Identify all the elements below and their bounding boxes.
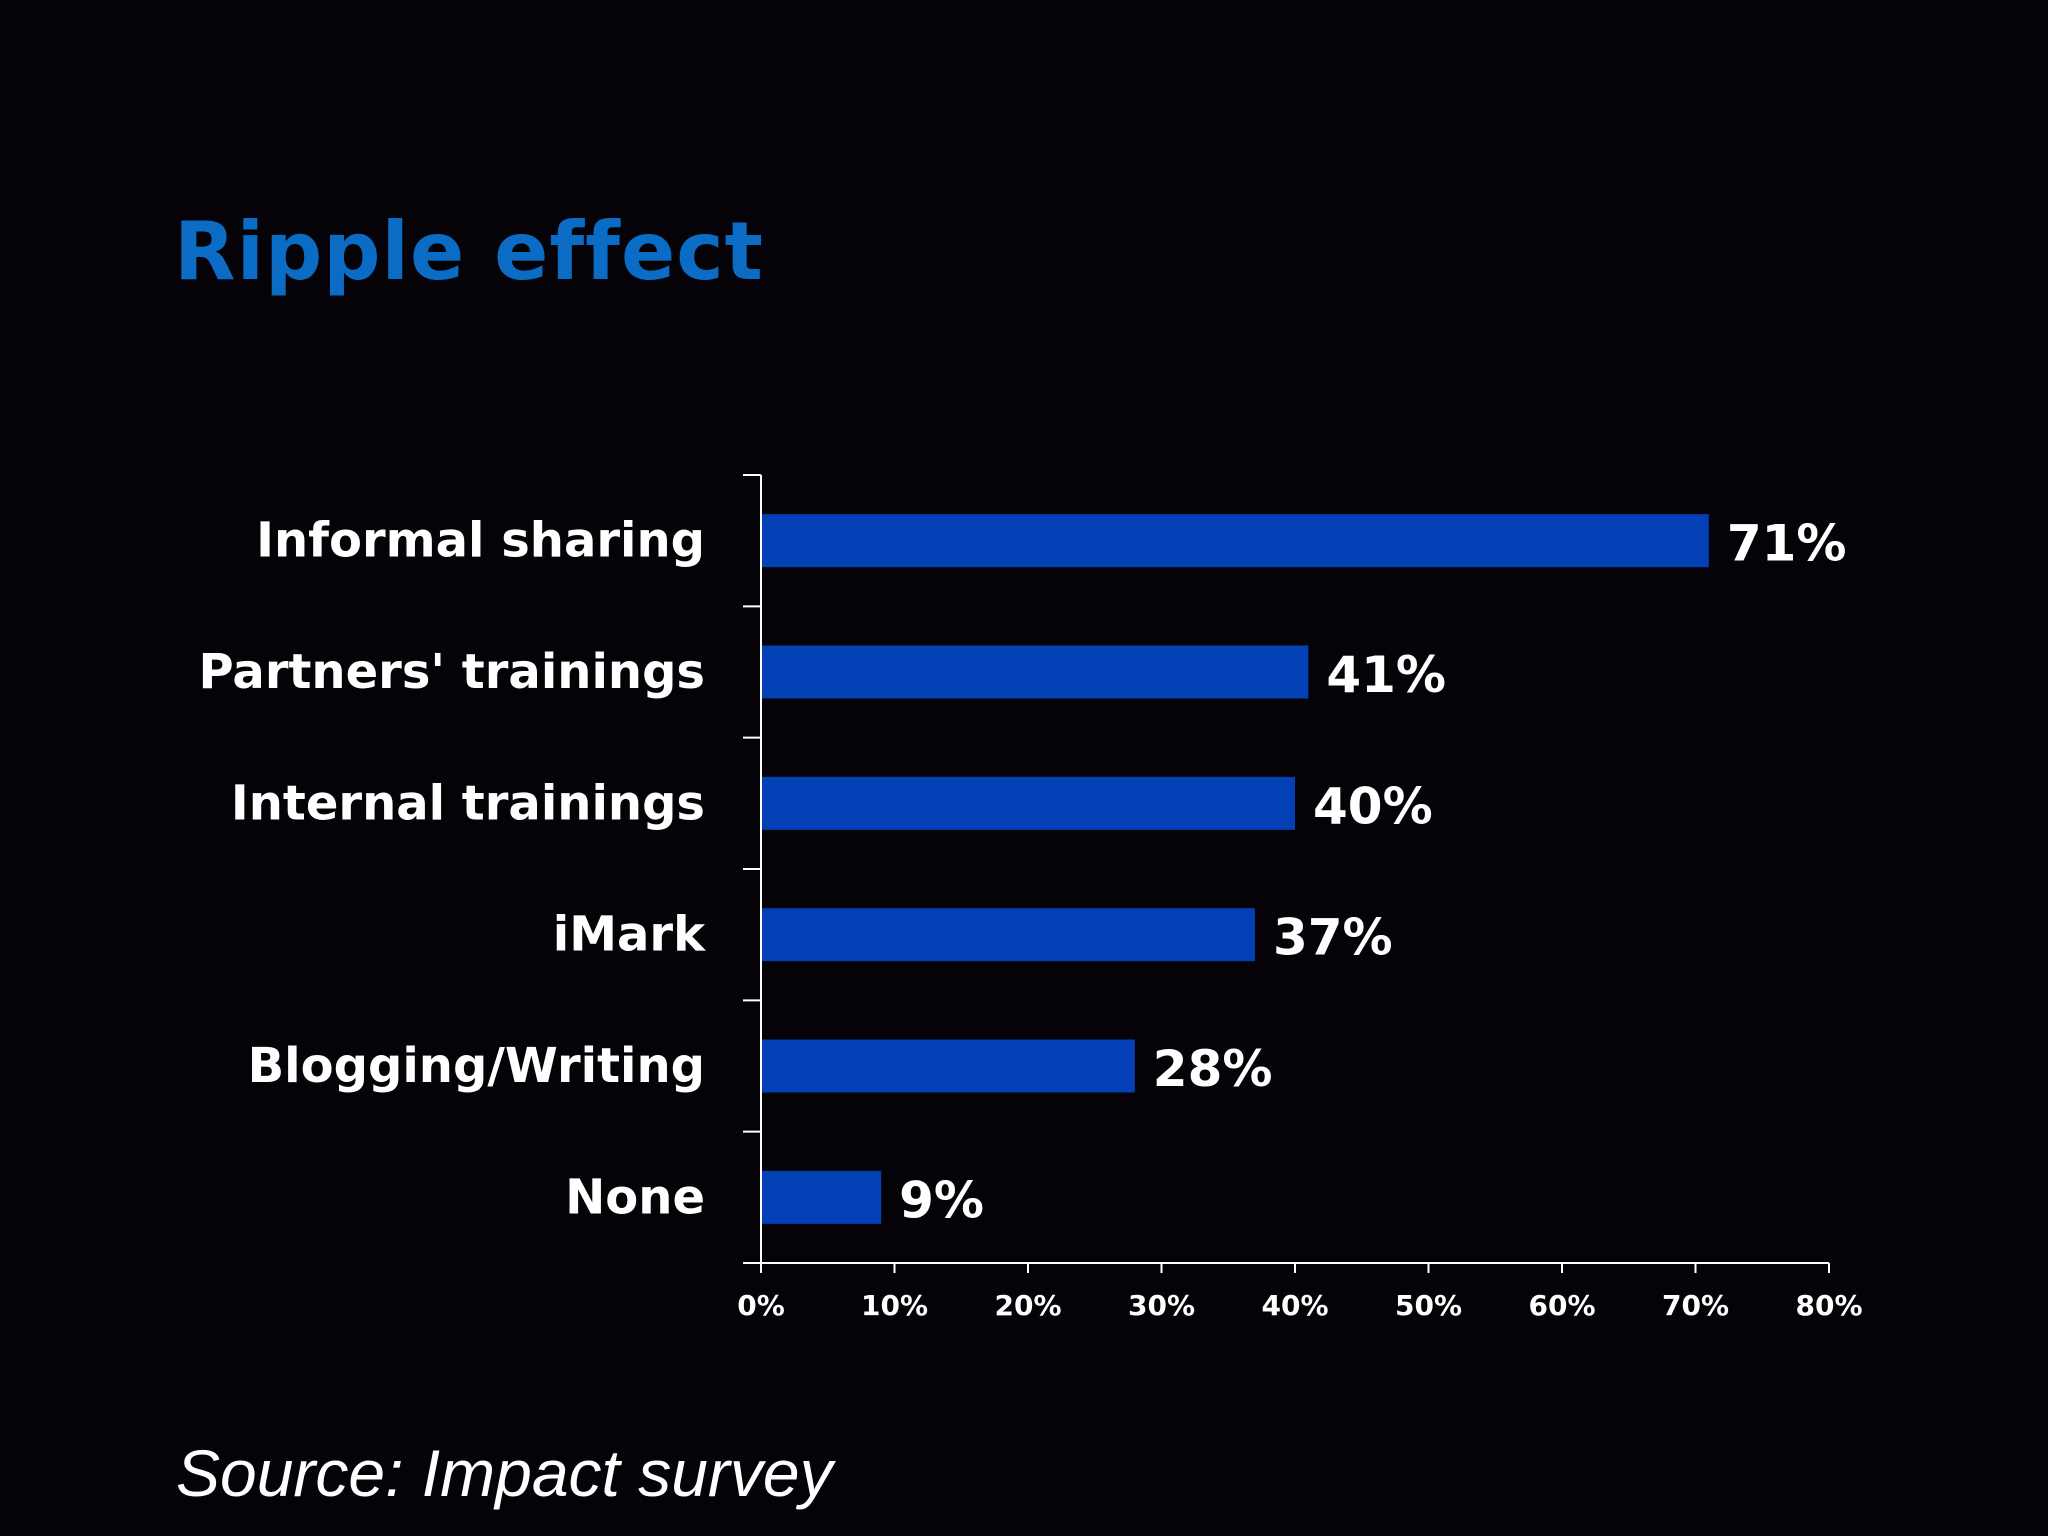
category-label: None (565, 1169, 705, 1225)
x-tick-label: 60% (1528, 1289, 1595, 1322)
source-note: Source: Impact survey (176, 1436, 833, 1510)
bar (762, 1170, 882, 1224)
category-label: Partners' trainings (199, 644, 705, 700)
category-label: Informal sharing (256, 513, 705, 569)
data-label: 40% (1313, 777, 1433, 835)
category-label: iMark (553, 907, 706, 963)
data-label: 28% (1153, 1040, 1273, 1098)
chart-bars (762, 514, 1709, 1224)
category-labels: Informal sharing Partners' trainings Inter… (199, 513, 707, 1226)
data-label: 71% (1727, 515, 1847, 573)
x-tick-label: 80% (1795, 1289, 1862, 1322)
slide-title: Ripple effect (174, 205, 764, 298)
x-tick-label: 70% (1662, 1289, 1729, 1322)
x-tick-label: 30% (1128, 1289, 1195, 1322)
x-tick-label: 0% (737, 1289, 785, 1322)
x-tick-label: 20% (994, 1289, 1061, 1322)
x-tick-label: 50% (1395, 1289, 1462, 1322)
category-label: Blogging/Writing (248, 1038, 705, 1094)
data-labels: 71% 41% 40% 37% 28% 9% (899, 515, 1846, 1230)
bar (762, 514, 1709, 568)
chart-axes (743, 474, 1830, 1273)
x-tick-label: 40% (1261, 1289, 1328, 1322)
data-label: 41% (1326, 646, 1446, 704)
bar (762, 776, 1295, 830)
bar (762, 1039, 1135, 1093)
data-label: 9% (899, 1171, 984, 1229)
x-tick-label: 10% (861, 1289, 928, 1322)
data-label: 37% (1273, 909, 1393, 967)
x-tick-labels: 0% 10% 20% 30% 40% 50% 60% 70% 80% (737, 1289, 1862, 1322)
bar (762, 645, 1309, 699)
bar (762, 908, 1255, 962)
category-label: Internal trainings (231, 775, 705, 831)
